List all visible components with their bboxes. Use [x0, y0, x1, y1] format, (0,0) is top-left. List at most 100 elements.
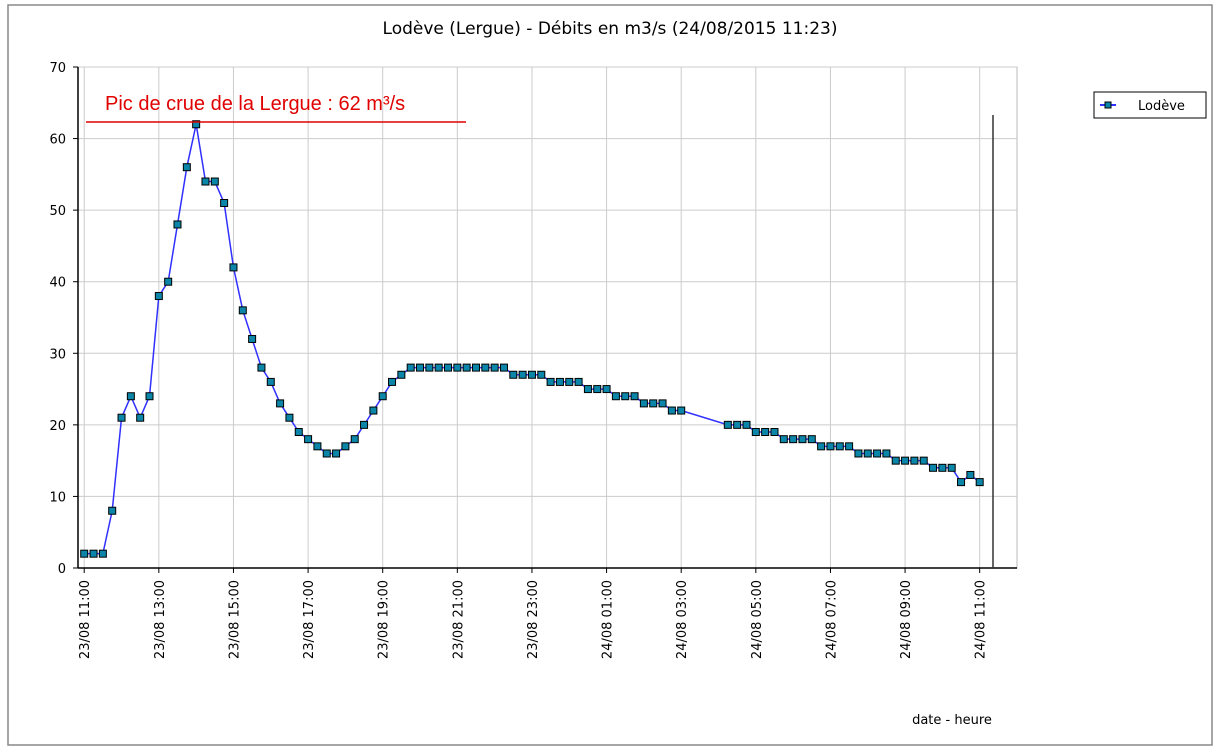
point — [723, 420, 732, 429]
point — [210, 177, 219, 186]
point — [294, 428, 303, 437]
point — [789, 435, 798, 444]
point — [667, 406, 676, 415]
grid: 0 10 20 30 40 50 60 70 23/08 11:00 23/08 13:00 23/… — [49, 61, 1018, 659]
point — [136, 413, 145, 422]
point — [882, 449, 891, 458]
x-tick-label: 23/08 19:00 — [377, 580, 392, 659]
point — [779, 435, 788, 444]
point — [537, 370, 546, 379]
point — [555, 377, 564, 386]
point — [602, 385, 611, 394]
point — [733, 420, 742, 429]
point — [546, 377, 555, 386]
point — [285, 413, 294, 422]
point — [947, 463, 956, 472]
point — [220, 198, 229, 207]
point — [257, 363, 266, 372]
point — [966, 470, 975, 479]
y-tick-label: 20 — [49, 419, 66, 434]
x-tick-label: 24/08 05:00 — [750, 580, 765, 659]
point — [873, 449, 882, 458]
point — [406, 363, 415, 372]
point — [462, 363, 471, 372]
point — [117, 413, 126, 422]
point — [266, 377, 275, 386]
y-tick-label: 60 — [49, 133, 66, 148]
point — [453, 363, 462, 372]
point — [677, 406, 686, 415]
point — [238, 306, 247, 315]
point — [332, 449, 341, 458]
point — [108, 506, 117, 515]
x-tick-label: 23/08 11:00 — [78, 580, 93, 659]
y-tick-label: 0 — [58, 562, 66, 577]
x-tick-label: 23/08 21:00 — [451, 580, 466, 659]
point — [574, 377, 583, 386]
plot-area — [77, 66, 1018, 569]
point — [835, 442, 844, 451]
point — [229, 263, 238, 272]
point — [313, 442, 322, 451]
x-tick-label: 24/08 01:00 — [601, 580, 616, 659]
x-tick-label: 24/08 11:00 — [974, 580, 989, 659]
y-tick-label: 40 — [49, 276, 66, 291]
point — [425, 363, 434, 372]
point — [164, 277, 173, 286]
point — [341, 442, 350, 451]
point — [98, 549, 107, 558]
point — [910, 456, 919, 465]
point — [891, 456, 900, 465]
point — [761, 428, 770, 437]
point — [742, 420, 751, 429]
point — [630, 392, 639, 401]
x-tick-label: 23/08 15:00 — [227, 580, 242, 659]
point — [182, 163, 191, 172]
point — [444, 363, 453, 372]
point — [527, 370, 536, 379]
point — [901, 456, 910, 465]
point — [276, 399, 285, 408]
legend-marker — [1104, 101, 1112, 109]
point — [350, 435, 359, 444]
point — [322, 449, 331, 458]
point — [126, 392, 135, 401]
point — [369, 406, 378, 415]
point — [611, 392, 620, 401]
point — [416, 363, 425, 372]
plot — [80, 120, 984, 558]
point — [798, 435, 807, 444]
point — [565, 377, 574, 386]
point — [938, 463, 947, 472]
point — [434, 363, 443, 372]
point — [770, 428, 779, 437]
point — [304, 435, 313, 444]
point — [929, 463, 938, 472]
x-tick-label: 23/08 17:00 — [302, 580, 317, 659]
point — [388, 377, 397, 386]
point — [173, 220, 182, 229]
y-tick-label: 30 — [49, 347, 66, 362]
point — [397, 370, 406, 379]
point — [639, 399, 648, 408]
y-tick-label: 10 — [49, 490, 66, 505]
x-tick-label: 23/08 13:00 — [153, 580, 168, 659]
point — [248, 334, 257, 343]
point — [481, 363, 490, 372]
point — [509, 370, 518, 379]
point — [89, 549, 98, 558]
x-tick-label: 24/08 09:00 — [899, 580, 914, 659]
point — [360, 420, 369, 429]
point — [751, 428, 760, 437]
point — [201, 177, 210, 186]
chart-title: Lodève (Lergue) - Débits en m3/s (24/08/… — [383, 19, 838, 39]
point — [621, 392, 630, 401]
x-axis-label: date - heure — [912, 713, 992, 728]
point — [854, 449, 863, 458]
point — [845, 442, 854, 451]
point — [154, 292, 163, 301]
point — [658, 399, 667, 408]
point — [583, 385, 592, 394]
point — [826, 442, 835, 451]
